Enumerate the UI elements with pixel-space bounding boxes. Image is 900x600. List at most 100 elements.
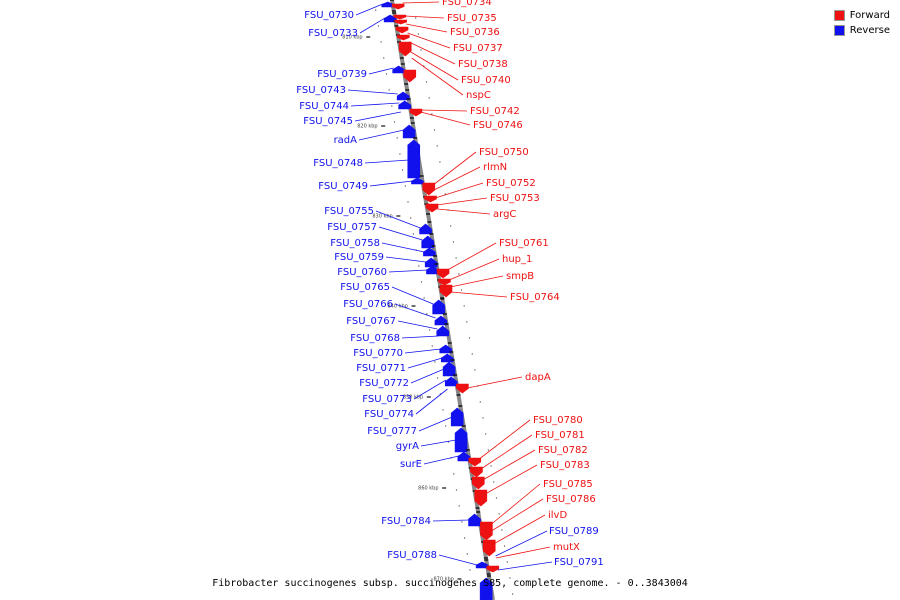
forward-gene-arrow[interactable] xyxy=(394,19,408,25)
reverse-gene-arrow[interactable] xyxy=(411,177,424,185)
forward-gene-label[interactable]: FSU_0734 xyxy=(442,0,492,8)
reverse-gene-label[interactable]: FSU_0749 xyxy=(318,181,368,192)
reverse-gene-arrow[interactable] xyxy=(402,124,416,139)
forward-gene-arrow[interactable] xyxy=(395,26,409,34)
reverse-gene-label[interactable]: FSU_0744 xyxy=(299,101,349,112)
forward-gene-arrow[interactable] xyxy=(486,565,500,573)
reverse-gene-label[interactable]: FSU_0772 xyxy=(359,378,409,389)
reverse-gene-arrow[interactable] xyxy=(392,65,405,74)
reverse-gene-label[interactable]: gyrA xyxy=(396,441,419,452)
forward-gene-label[interactable]: mutX xyxy=(553,542,580,553)
reverse-gene-arrow[interactable] xyxy=(475,561,489,569)
forward-gene-label[interactable]: hup_1 xyxy=(502,254,532,265)
reverse-gene-arrow[interactable] xyxy=(468,513,481,527)
reverse-gene-arrow[interactable] xyxy=(398,100,411,110)
reverse-gene-label[interactable]: FSU_0765 xyxy=(340,282,390,293)
forward-gene-arrow[interactable] xyxy=(422,182,436,196)
forward-gene-label[interactable]: FSU_0761 xyxy=(499,238,549,249)
reverse-gene-arrow[interactable] xyxy=(396,91,410,101)
forward-gene-arrow[interactable] xyxy=(482,539,496,557)
forward-gene-arrow[interactable] xyxy=(468,457,482,467)
forward-gene-label[interactable]: dapA xyxy=(525,372,551,383)
forward-gene-label[interactable]: argC xyxy=(493,209,516,220)
forward-gene-label[interactable]: FSU_0781 xyxy=(535,430,585,441)
reverse-gene-label[interactable]: FSU_0757 xyxy=(327,222,377,233)
reverse-gene-arrow[interactable] xyxy=(407,139,421,179)
forward-gene-arrow[interactable] xyxy=(472,476,485,490)
reverse-gene-label[interactable]: FSU_0777 xyxy=(367,426,417,437)
reverse-gene-arrow[interactable] xyxy=(454,427,468,453)
reverse-gene-label[interactable]: FSU_0758 xyxy=(330,238,380,249)
forward-gene-label[interactable]: FSU_0764 xyxy=(510,292,560,303)
reverse-gene-label[interactable]: FSU_0760 xyxy=(337,267,387,278)
reverse-gene-label[interactable]: FSU_0745 xyxy=(303,116,353,127)
reverse-gene-label[interactable]: surE xyxy=(400,459,422,470)
forward-gene-label[interactable]: smpB xyxy=(506,271,534,282)
reverse-gene-label[interactable]: FSU_0748 xyxy=(313,158,363,169)
forward-gene-arrow[interactable] xyxy=(456,383,469,394)
reverse-gene-arrow[interactable] xyxy=(432,299,445,315)
forward-gene-label[interactable]: FSU_0742 xyxy=(470,106,520,117)
forward-gene-arrow[interactable] xyxy=(424,195,437,203)
forward-gene-label[interactable]: FSU_0750 xyxy=(479,147,529,158)
forward-gene-label[interactable]: ilvD xyxy=(548,510,567,521)
forward-gene-label[interactable]: FSU_0737 xyxy=(453,43,503,54)
reverse-gene-arrow[interactable] xyxy=(440,353,454,363)
reverse-gene-label[interactable]: FSU_0773 xyxy=(362,394,412,405)
forward-gene-label[interactable]: FSU_0783 xyxy=(540,460,590,471)
reverse-gene-label[interactable]: FSU_0755 xyxy=(324,206,374,217)
reverse-gene-arrow[interactable] xyxy=(442,361,456,377)
reverse-gene-arrow[interactable] xyxy=(423,247,436,257)
reverse-gene-arrow[interactable] xyxy=(434,315,448,326)
forward-gene-label[interactable]: nspC xyxy=(466,90,491,101)
reverse-gene-arrow[interactable] xyxy=(450,407,464,427)
forward-gene-arrow[interactable] xyxy=(436,268,450,279)
reverse-gene-arrow[interactable] xyxy=(479,577,493,600)
forward-gene-arrow[interactable] xyxy=(409,108,423,117)
reverse-gene-arrow[interactable] xyxy=(439,344,453,354)
reverse-gene-arrow[interactable] xyxy=(419,223,432,235)
forward-gene-arrow[interactable] xyxy=(474,489,488,507)
reverse-gene-arrow[interactable] xyxy=(444,376,458,387)
forward-gene-label[interactable]: FSU_0752 xyxy=(486,178,536,189)
forward-gene-arrow[interactable] xyxy=(391,3,405,10)
forward-gene-label[interactable]: FSU_0740 xyxy=(461,75,511,86)
reverse-gene-label[interactable]: FSU_0767 xyxy=(346,316,396,327)
reverse-gene-label[interactable]: FSU_0768 xyxy=(350,333,400,344)
forward-gene-arrow[interactable] xyxy=(480,521,493,541)
reverse-gene-label[interactable]: radA xyxy=(334,135,358,146)
forward-gene-label[interactable]: FSU_0746 xyxy=(473,120,523,131)
reverse-gene-label[interactable]: FSU_0788 xyxy=(387,550,437,561)
reverse-gene-label[interactable]: FSU_0771 xyxy=(356,363,406,374)
reverse-gene-label[interactable]: FSU_0759 xyxy=(334,252,384,263)
reverse-gene-arrow[interactable] xyxy=(383,14,397,23)
reverse-gene-label[interactable]: FSU_0789 xyxy=(549,526,599,537)
forward-gene-label[interactable]: FSU_0786 xyxy=(546,494,596,505)
reverse-gene-label[interactable]: FSU_0733 xyxy=(308,28,358,39)
forward-gene-label[interactable]: rlmN xyxy=(483,162,507,173)
forward-gene-arrow[interactable] xyxy=(397,34,410,41)
forward-gene-label[interactable]: FSU_0753 xyxy=(490,193,540,204)
forward-gene-label[interactable]: FSU_0736 xyxy=(450,27,500,38)
forward-gene-label[interactable]: FSU_0735 xyxy=(447,13,497,24)
reverse-gene-label[interactable]: FSU_0730 xyxy=(304,10,354,21)
forward-gene-label[interactable]: FSU_0785 xyxy=(543,479,593,490)
forward-gene-arrow[interactable] xyxy=(470,466,483,478)
reverse-gene-label[interactable]: FSU_0739 xyxy=(317,69,367,80)
reverse-gene-label[interactable]: FSU_0770 xyxy=(353,348,403,359)
forward-gene-label[interactable]: FSU_0782 xyxy=(538,445,588,456)
reverse-gene-arrow[interactable] xyxy=(421,235,435,249)
forward-gene-arrow[interactable] xyxy=(438,278,451,286)
forward-gene-label[interactable]: FSU_0738 xyxy=(458,59,508,70)
forward-gene-arrow[interactable] xyxy=(425,203,439,213)
reverse-gene-arrow[interactable] xyxy=(457,451,471,462)
forward-gene-arrow[interactable] xyxy=(403,69,417,83)
forward-gene-arrow[interactable] xyxy=(393,14,407,20)
reverse-gene-label[interactable]: FSU_0743 xyxy=(296,85,346,96)
forward-gene-label[interactable]: FSU_0780 xyxy=(533,415,583,426)
reverse-gene-label[interactable]: FSU_0774 xyxy=(364,409,414,420)
reverse-gene-label[interactable]: FSU_0784 xyxy=(381,516,431,527)
reverse-gene-label[interactable]: FSU_0791 xyxy=(554,557,604,568)
forward-gene-arrow[interactable] xyxy=(439,284,453,298)
reverse-gene-arrow[interactable] xyxy=(436,325,450,337)
